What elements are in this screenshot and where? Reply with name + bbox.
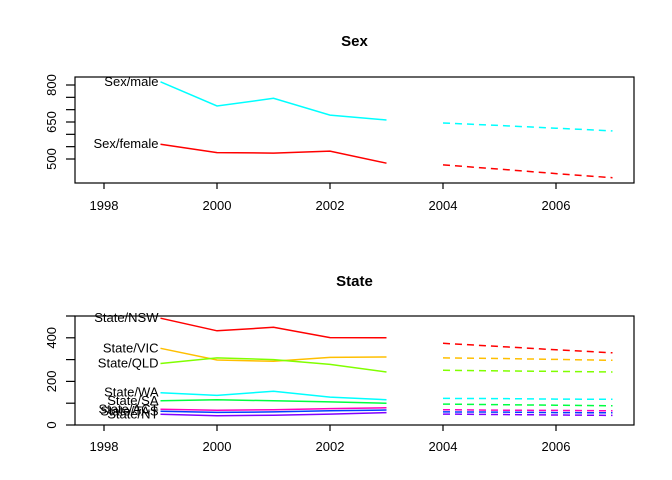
series-label-state-vic: State/VIC <box>103 340 159 355</box>
forecast-line-state-vic <box>442 357 613 362</box>
series-line-state-sa <box>160 398 387 404</box>
forecast-line-state-qld <box>442 369 613 373</box>
forecast-line-state-tas <box>442 411 613 414</box>
series-label-state-nsw: State/NSW <box>94 310 159 325</box>
series-line-state-vic <box>160 347 387 363</box>
series-line-sex-male <box>160 81 387 121</box>
forecast-line-state-nsw <box>442 342 613 354</box>
x-axis-tick-label: 2000 <box>203 198 232 213</box>
x-axis-tick-label: 2004 <box>429 198 458 213</box>
forecast-line-state-wa <box>442 397 613 401</box>
series-label-state-tas: State/TAS <box>100 403 159 418</box>
series-line-state-act <box>160 407 387 411</box>
forecast-line-state-sa <box>442 403 613 407</box>
y-axis-tick-label: 650 <box>44 111 59 133</box>
x-axis-tick-label: 2002 <box>316 439 345 454</box>
x-axis-tick-label: 2000 <box>203 439 232 454</box>
x-axis-tick-label: 2006 <box>542 439 571 454</box>
plot-box <box>74 315 635 426</box>
y-axis-tick-label: 800 <box>44 74 59 96</box>
y-axis-tick-label: 0 <box>44 421 59 428</box>
series-label-state-wa: State/WA <box>104 385 159 400</box>
series-line-state-tas <box>160 409 387 414</box>
x-axis-tick-label: 2004 <box>429 439 458 454</box>
series-line-state-wa <box>160 390 387 401</box>
series-line-state-nt <box>160 411 387 417</box>
series-label-sex-male: Sex/male <box>104 74 158 89</box>
x-axis-tick-label: 2006 <box>542 198 571 213</box>
series-label-state-qld: State/QLD <box>98 356 159 371</box>
sex-chart-panel: Sex 1998 2000 2002 2004 2006 500 650 800 Sex/male… <box>44 33 635 213</box>
series-line-state-qld <box>160 357 387 373</box>
y-axis-tick-label: 500 <box>44 148 59 170</box>
series-label-state-act: State/ACT <box>99 401 159 416</box>
series-label-state-nt: State/NT <box>107 406 158 421</box>
forecast-line-state-nt <box>442 413 613 417</box>
chart-title: Sex <box>341 33 368 50</box>
plot-box <box>74 76 635 184</box>
x-axis-tick-label: 2002 <box>316 198 345 213</box>
series-label-sex-female: Sex/female <box>93 136 158 151</box>
state-chart-panel: State 1998 2000 2002 2004 2006 0 200 400 State/NS… <box>44 273 635 454</box>
x-axis-tick-label: 1998 <box>90 439 119 454</box>
forecast-line-sex-female <box>442 164 613 179</box>
forecast-line-sex-male <box>442 122 613 132</box>
x-axis-tick-label: 1998 <box>90 198 119 213</box>
y-axis-tick-label: 200 <box>44 371 59 393</box>
y-axis-tick-label: 400 <box>44 327 59 349</box>
series-label-state-sa: State/SA <box>107 393 159 408</box>
forecast-line-state-act <box>442 408 613 412</box>
series-line-state-nsw <box>160 317 387 339</box>
chart-title: State <box>336 273 373 290</box>
series-line-sex-female <box>160 143 387 164</box>
